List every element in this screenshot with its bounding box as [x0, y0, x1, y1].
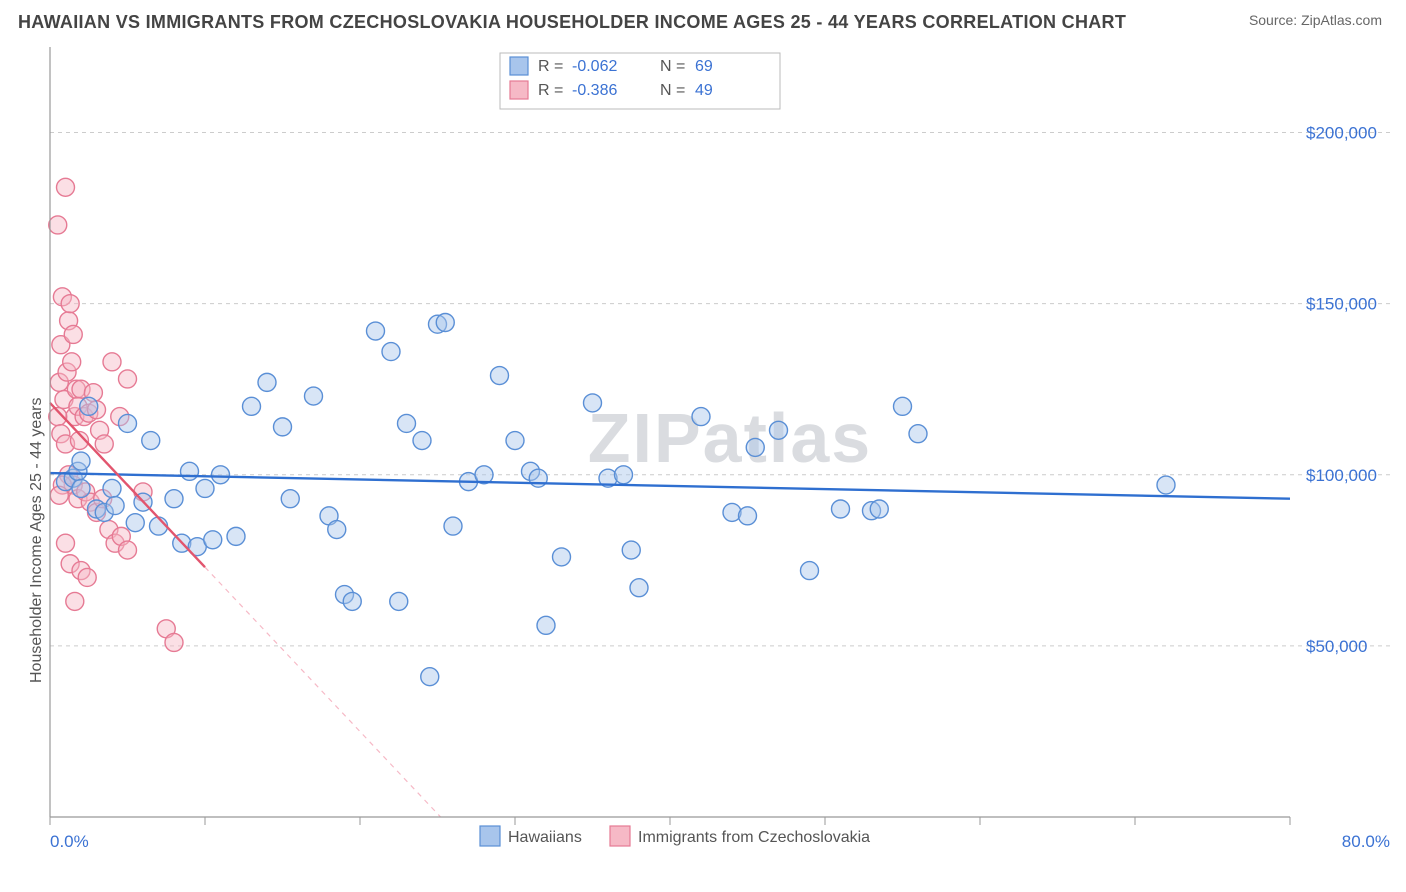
scatter-point-a: [382, 343, 400, 361]
scatter-point-a: [1157, 476, 1175, 494]
stats-swatch: [510, 57, 528, 75]
scatter-point-a: [491, 367, 509, 385]
scatter-point-a: [870, 500, 888, 518]
scatter-point-b: [119, 541, 137, 559]
scatter-point-b: [95, 435, 113, 453]
scatter-point-a: [746, 438, 764, 456]
y-tick-label: $100,000: [1306, 466, 1377, 485]
stats-n-label: N =: [660, 58, 685, 75]
legend-swatch: [480, 826, 500, 846]
source-attribution: Source: ZipAtlas.com: [1249, 12, 1382, 28]
scatter-point-a: [126, 514, 144, 532]
page-title: HAWAIIAN VS IMMIGRANTS FROM CZECHOSLOVAK…: [18, 12, 1126, 33]
scatter-point-a: [343, 592, 361, 610]
y-tick-label: $50,000: [1306, 637, 1367, 656]
stats-n-value: 49: [695, 82, 713, 99]
scatter-point-a: [615, 466, 633, 484]
scatter-point-b: [64, 325, 82, 343]
scatter-point-a: [630, 579, 648, 597]
scatter-point-a: [196, 479, 214, 497]
scatter-point-b: [63, 353, 81, 371]
scatter-point-a: [305, 387, 323, 405]
scatter-point-a: [227, 527, 245, 545]
legend-label: Hawaiians: [508, 829, 582, 846]
scatter-point-a: [181, 462, 199, 480]
scatter-point-a: [243, 397, 261, 415]
stats-swatch: [510, 81, 528, 99]
scatter-point-a: [909, 425, 927, 443]
scatter-point-a: [584, 394, 602, 412]
scatter-point-a: [258, 373, 276, 391]
scatter-point-a: [413, 432, 431, 450]
scatter-point-b: [103, 353, 121, 371]
scatter-point-b: [66, 592, 84, 610]
stats-r-value: -0.386: [572, 82, 617, 99]
scatter-point-a: [281, 490, 299, 508]
scatter-point-b: [61, 295, 79, 313]
scatter-point-a: [739, 507, 757, 525]
scatter-point-a: [390, 592, 408, 610]
scatter-point-a: [119, 414, 137, 432]
scatter-point-a: [142, 432, 160, 450]
scatter-point-a: [506, 432, 524, 450]
scatter-point-b: [165, 633, 183, 651]
scatter-point-a: [80, 397, 98, 415]
watermark: ZIPatlas: [588, 399, 872, 477]
scatter-point-a: [692, 408, 710, 426]
scatter-point-a: [832, 500, 850, 518]
y-tick-label: $200,000: [1306, 124, 1377, 143]
stats-r-label: R =: [538, 58, 563, 75]
y-tick-label: $150,000: [1306, 295, 1377, 314]
scatter-point-a: [770, 421, 788, 439]
legend-swatch: [610, 826, 630, 846]
scatter-point-a: [537, 616, 555, 634]
y-axis-label: Householder Income Ages 25 - 44 years: [28, 398, 46, 684]
scatter-point-a: [204, 531, 222, 549]
scatter-point-a: [894, 397, 912, 415]
scatter-point-b: [57, 178, 75, 196]
x-min-label: 0.0%: [50, 832, 89, 851]
scatter-point-b: [119, 370, 137, 388]
scatter-point-a: [103, 479, 121, 497]
scatter-point-a: [436, 313, 454, 331]
stats-n-label: N =: [660, 82, 685, 99]
scatter-point-a: [274, 418, 292, 436]
scatter-point-a: [72, 452, 90, 470]
scatter-point-b: [78, 568, 96, 586]
scatter-point-a: [367, 322, 385, 340]
scatter-point-a: [328, 521, 346, 539]
scatter-point-a: [165, 490, 183, 508]
scatter-point-a: [398, 414, 416, 432]
stats-r-value: -0.062: [572, 58, 617, 75]
stats-n-value: 69: [695, 58, 713, 75]
scatter-point-a: [444, 517, 462, 535]
scatter-point-a: [106, 497, 124, 515]
correlation-scatter-chart: Householder Income Ages 25 - 44 years $5…: [0, 37, 1406, 877]
scatter-point-a: [212, 466, 230, 484]
x-max-label: 80.0%: [1342, 832, 1390, 851]
stats-r-label: R =: [538, 82, 563, 99]
scatter-point-a: [553, 548, 571, 566]
scatter-point-a: [801, 562, 819, 580]
scatter-point-b: [57, 534, 75, 552]
scatter-point-a: [622, 541, 640, 559]
scatter-point-a: [421, 668, 439, 686]
scatter-point-b: [49, 216, 67, 234]
scatter-point-a: [72, 479, 90, 497]
legend-label: Immigrants from Czechoslovakia: [638, 829, 870, 846]
